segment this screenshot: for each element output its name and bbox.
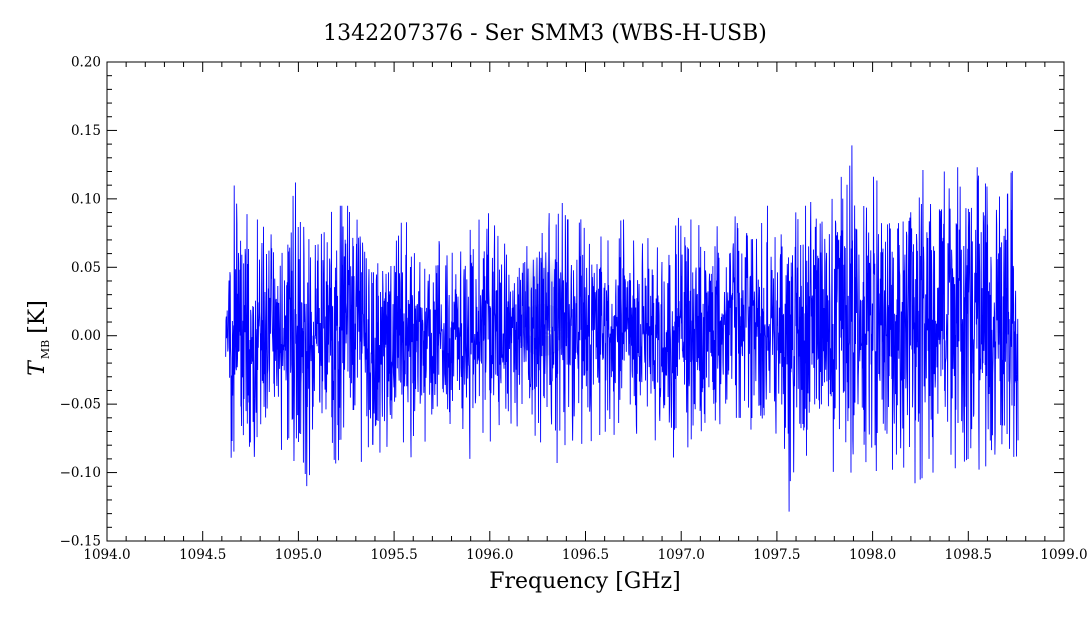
x-axis: 1094.0 1094.5 1095.0 1095.5 1096.0 1096.5 1097… [83,62,1088,563]
x-tick-label: 1095.0 [275,547,322,563]
x-tick-label: 1097.5 [753,547,800,563]
y-axis-label: TMB [K] [25,300,52,376]
x-tick-label: 1096.5 [562,547,609,563]
x-axis-label: Frequency [GHz] [489,569,681,594]
y-tick-label: −0.05 [60,397,101,413]
x-tick-label: 1094.0 [83,547,130,563]
spectrum-series-line [225,145,1019,512]
y-tick-label: 0.15 [71,123,101,139]
y-tick-label: −0.15 [60,534,101,550]
y-axis-label-unit: [K] [25,300,50,334]
x-tick-label: 1097.0 [658,547,705,563]
x-tick-label: 1098.5 [945,547,992,563]
x-tick-label: 1098.0 [849,547,896,563]
x-tick-label: 1094.5 [179,547,226,563]
y-tick-label: 0.05 [71,260,101,276]
y-tick-label: 0.10 [71,191,101,207]
y-tick-label: −0.10 [60,465,101,481]
x-tick-label: 1096.0 [466,547,513,563]
y-axis-label-main: T [25,359,50,376]
plot-area [225,145,1019,512]
y-tick-label: 0.00 [71,328,101,344]
chart-title: 1342207376 - Ser SMM3 (WBS-H-USB) [323,21,767,46]
y-axis: −0.15 −0.10 −0.05 0.00 0.05 0.10 0.15 0.20 [60,55,1064,550]
y-tick-label: 0.20 [71,55,101,71]
x-tick-label: 1095.5 [370,547,417,563]
x-tick-label: 1099.0 [1040,547,1087,563]
y-axis-label-subscript: MB [39,340,52,359]
y-axis-label-text: TMB [K] [25,300,52,376]
